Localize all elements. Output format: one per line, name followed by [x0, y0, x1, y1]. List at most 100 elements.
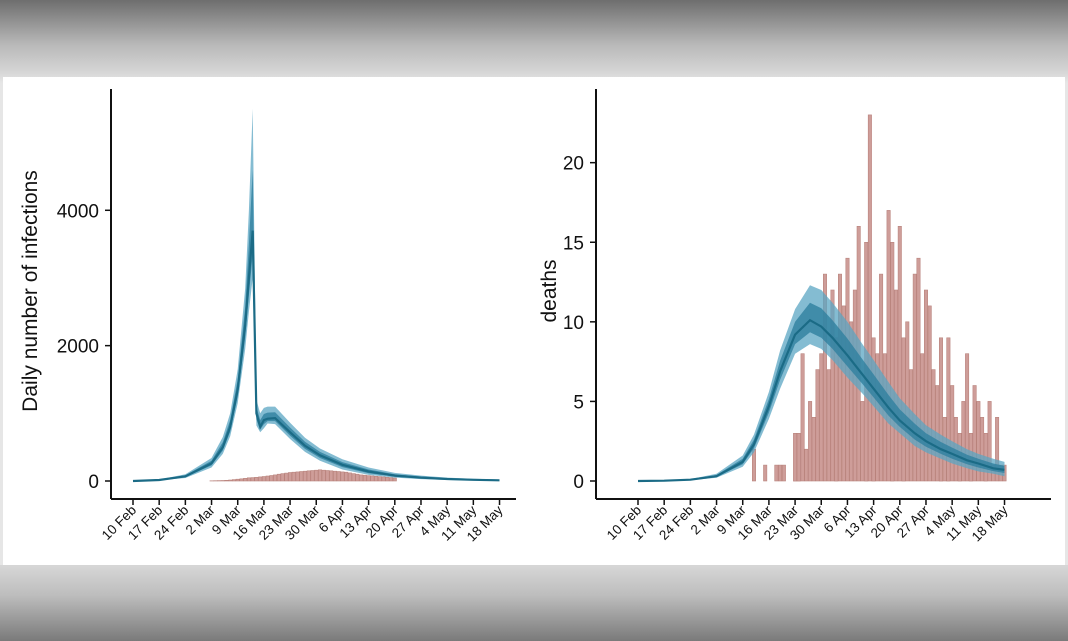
bar — [340, 471, 345, 482]
y-tick-label: 20 — [563, 154, 584, 175]
bar — [894, 289, 899, 482]
bar — [254, 476, 259, 482]
bar — [329, 470, 334, 482]
bar — [385, 476, 390, 482]
bar — [811, 416, 816, 482]
bar — [265, 475, 270, 482]
bar — [980, 416, 985, 482]
bar — [269, 475, 274, 482]
y-axis-label: Daily number of infections — [19, 170, 42, 412]
bar — [381, 476, 386, 482]
bar — [752, 448, 756, 482]
bar — [347, 472, 352, 482]
bar — [295, 471, 300, 482]
bar — [905, 321, 910, 482]
bar — [374, 475, 379, 482]
bar — [392, 477, 397, 482]
bar — [306, 470, 311, 482]
bar — [912, 273, 917, 482]
bar — [808, 401, 813, 482]
bar — [228, 479, 233, 482]
bar — [355, 473, 360, 482]
bar — [946, 337, 951, 482]
bar — [220, 480, 225, 482]
credible-band-inner — [638, 302, 1005, 481]
bar-series — [209, 469, 397, 482]
bar — [916, 257, 921, 482]
bar — [965, 353, 970, 482]
bar — [310, 470, 315, 482]
bar — [778, 464, 783, 482]
bar — [961, 401, 966, 482]
bar — [875, 353, 880, 482]
bar — [299, 471, 304, 482]
bar — [793, 432, 798, 482]
bar — [273, 474, 278, 482]
bar — [763, 464, 768, 482]
bar — [897, 226, 902, 482]
bar — [235, 478, 240, 482]
bar — [303, 470, 308, 482]
bar — [830, 289, 835, 482]
bar — [927, 305, 932, 482]
bar — [781, 464, 786, 482]
bar — [923, 289, 928, 482]
bar — [995, 416, 1000, 482]
bar — [232, 479, 236, 482]
bar — [317, 469, 322, 482]
bar — [931, 369, 936, 482]
bar — [224, 479, 229, 482]
y-tick-label: 0 — [88, 472, 99, 493]
bar — [819, 353, 824, 482]
bar — [239, 478, 244, 482]
bar — [351, 473, 356, 482]
bar — [950, 385, 955, 482]
y-tick-label: 15 — [563, 233, 584, 254]
bar — [841, 305, 846, 482]
x-tick-label: 2 Mar — [183, 502, 218, 537]
bar — [800, 353, 805, 482]
bar — [938, 337, 943, 482]
bar — [314, 469, 319, 482]
median-line — [637, 318, 1005, 483]
bar — [243, 477, 248, 482]
credible-band-inner — [133, 169, 500, 481]
bar — [332, 470, 337, 482]
bar — [867, 114, 872, 482]
bar — [796, 432, 801, 482]
bar — [288, 472, 293, 482]
bar — [976, 401, 981, 482]
bar — [822, 273, 827, 482]
y-tick-label: 2000 — [57, 337, 99, 358]
bar — [920, 353, 925, 482]
median-line — [132, 230, 500, 483]
y-tick-label: 4000 — [57, 201, 99, 222]
bar — [359, 474, 364, 482]
y-tick-label: 10 — [563, 313, 584, 334]
bar — [860, 401, 865, 482]
bar-series — [752, 114, 1007, 482]
figure-panel: 0 2000 4000 10 Feb 17 Feb 24 Feb 2 Mar 9 Mar 16 … — [3, 77, 1065, 565]
bar — [871, 337, 876, 482]
bar — [389, 477, 394, 482]
bar — [890, 242, 895, 482]
credible-band-outer — [133, 108, 500, 482]
bar — [258, 476, 263, 482]
bar — [366, 475, 371, 482]
bar — [370, 475, 375, 482]
x-tick-label: 2 Mar — [688, 502, 723, 537]
bar — [362, 474, 367, 482]
bar — [276, 473, 281, 482]
bar — [987, 401, 992, 482]
bar — [321, 469, 326, 482]
bar — [261, 476, 266, 482]
bar — [250, 477, 255, 482]
bar — [886, 210, 891, 482]
bar — [837, 273, 842, 482]
bar — [849, 321, 854, 482]
bar — [247, 477, 251, 482]
bar — [344, 471, 349, 482]
bar — [284, 472, 289, 482]
bar — [972, 385, 977, 482]
